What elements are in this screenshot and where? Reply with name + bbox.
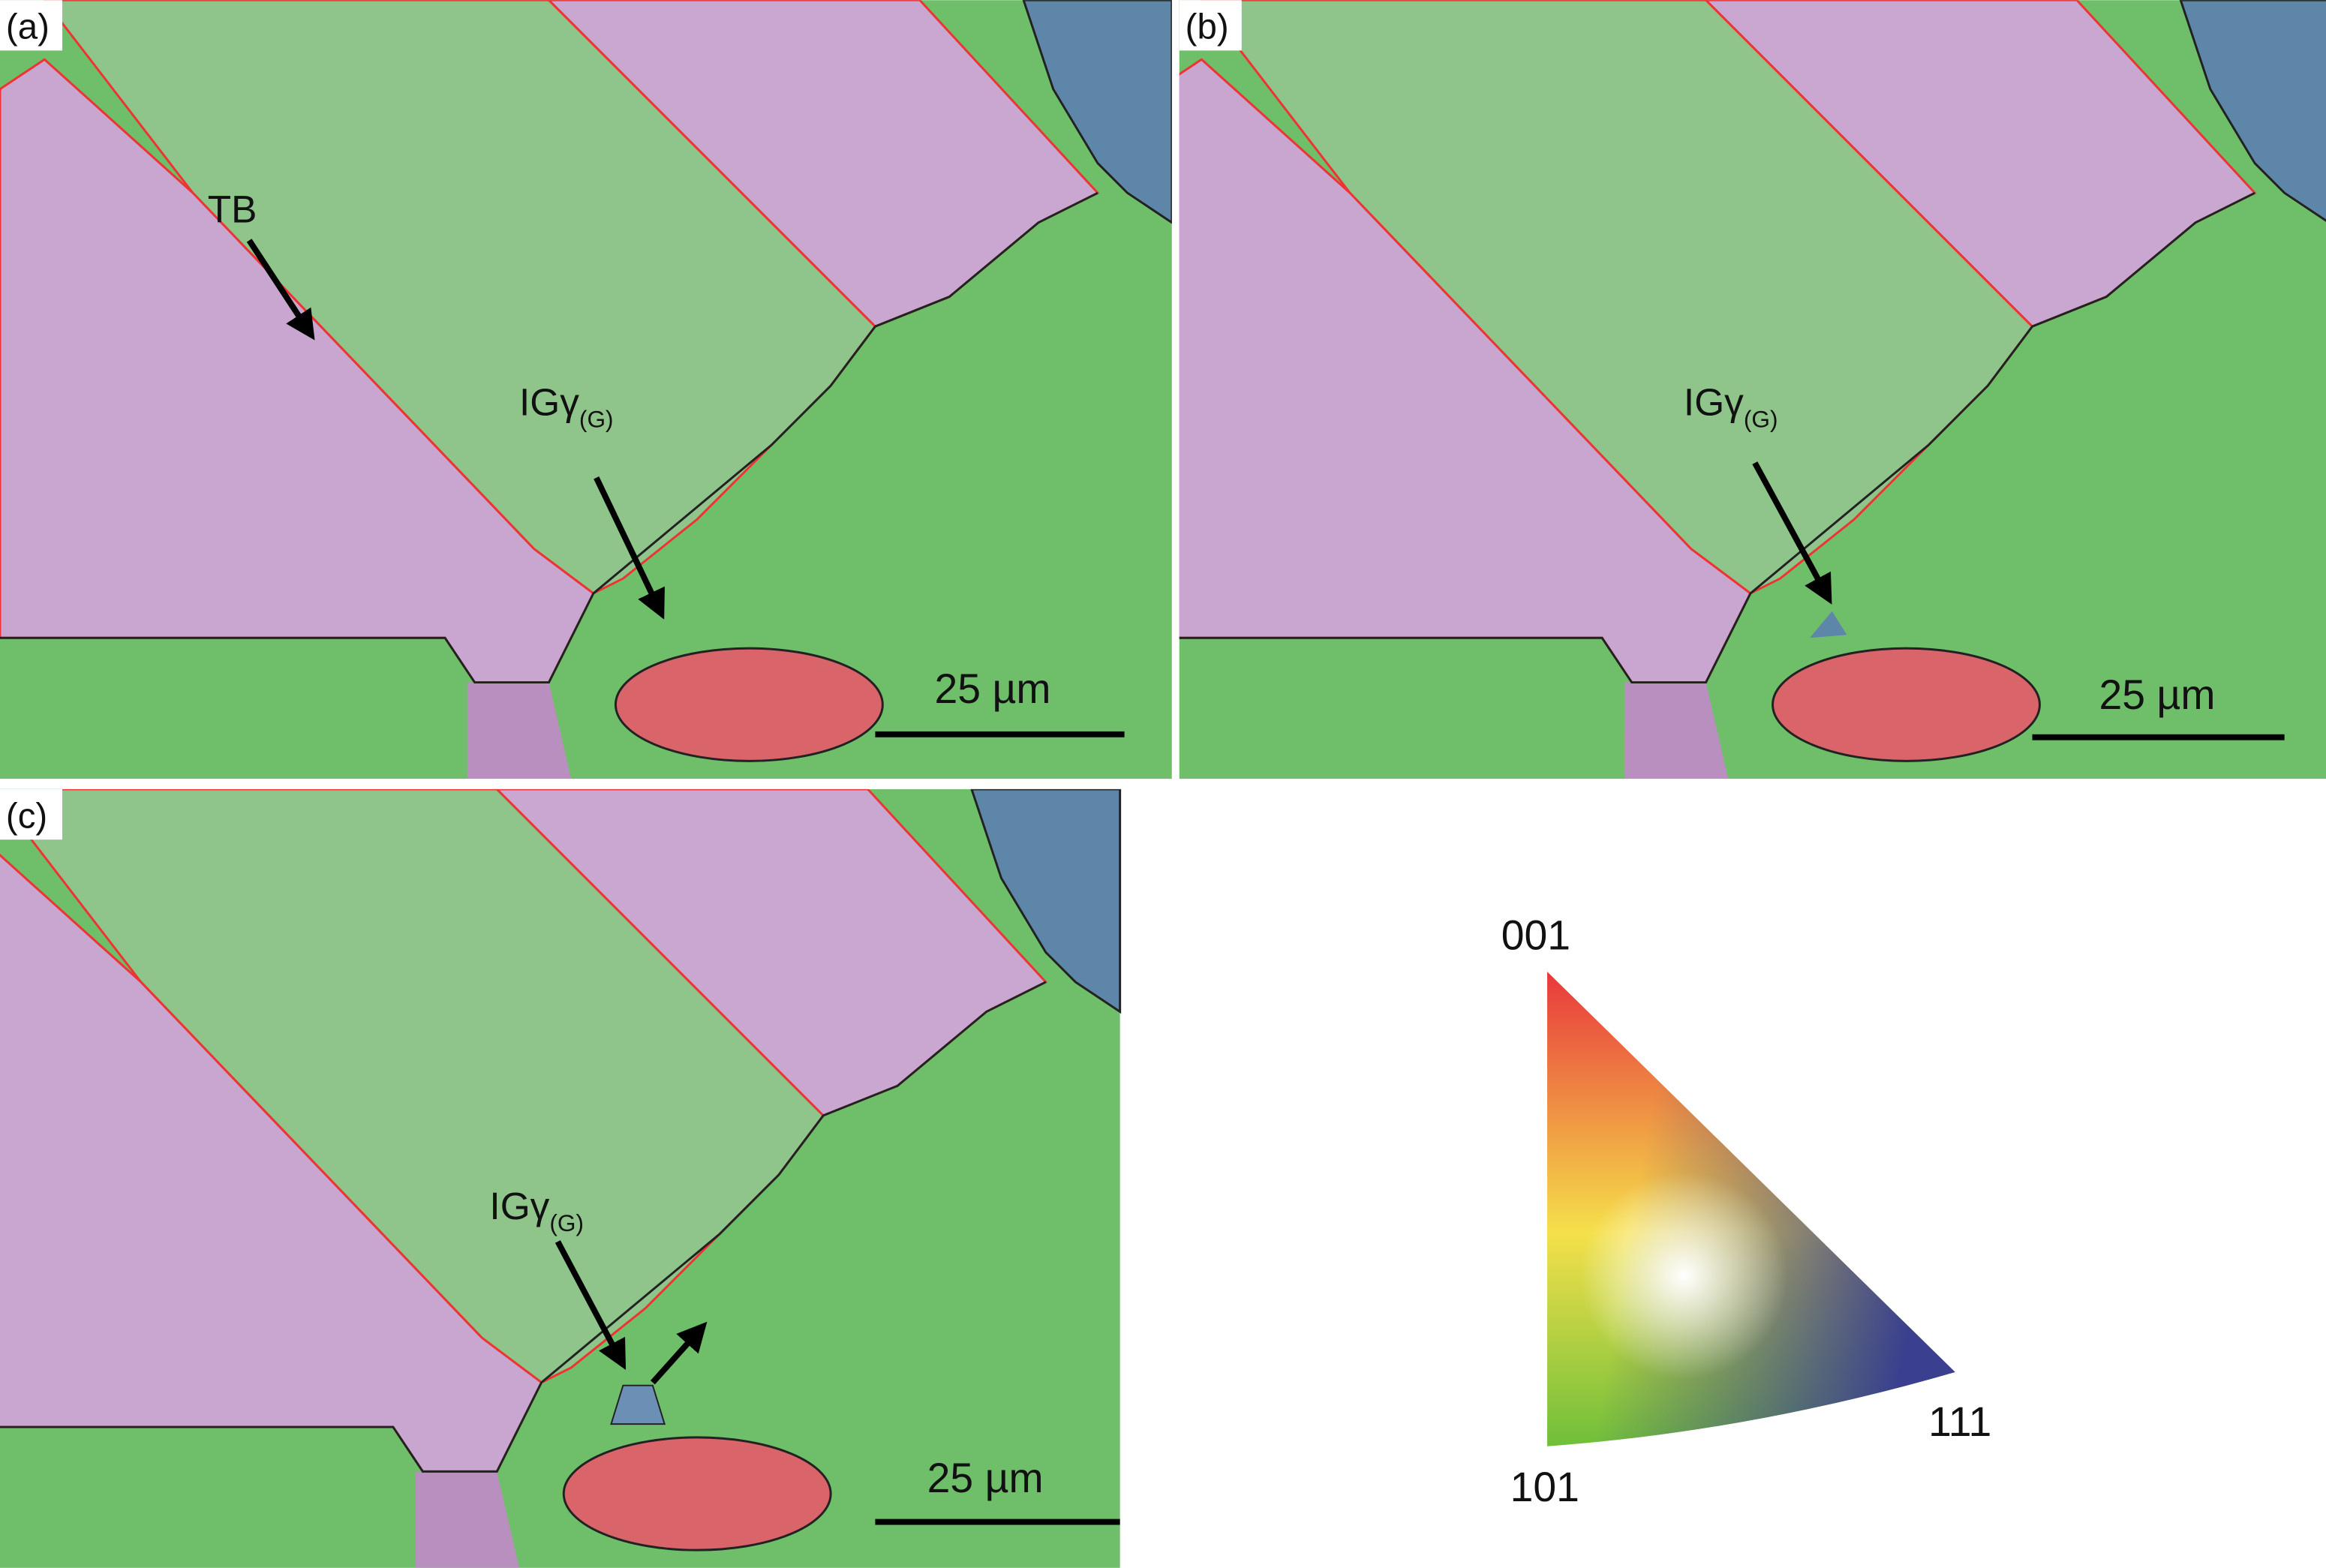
annotation: TB	[208, 188, 257, 231]
scale-bar-label: 25 µm	[935, 665, 1051, 712]
label-box	[0, 0, 63, 51]
panel-label: (b)	[1186, 8, 1229, 47]
panel-a: (a) TB IGγ(G) 25 µm	[0, 0, 1172, 779]
label-box	[1179, 0, 1242, 51]
ipf-legend: 001 101 111	[1501, 912, 1992, 1509]
legend-label: 001	[1501, 912, 1570, 958]
scale-bar-label: 25 µm	[2099, 671, 2216, 718]
annotation: IGγ(G)	[519, 380, 614, 433]
annotation: IGγ(G)	[1684, 380, 1778, 433]
ebsd-map	[0, 0, 1172, 779]
panel-label: (c)	[6, 796, 47, 836]
panel-c: (c) IGγ(G) 25 µm	[0, 789, 1122, 1568]
ebsd-map	[0, 789, 1122, 1568]
panel-label: (a)	[6, 8, 50, 47]
nucleus	[1809, 611, 1847, 638]
scale-bar-label: 25 µm	[927, 1455, 1044, 1501]
arrow	[650, 1321, 708, 1385]
arrow	[1752, 461, 1832, 605]
ipf-white	[1547, 972, 1955, 1446]
annotation: IGγ(G)	[489, 1184, 584, 1236]
legend-label: 101	[1510, 1464, 1579, 1510]
legend-label: 111	[1928, 1398, 1991, 1445]
arrow	[554, 1240, 627, 1370]
arrow	[246, 239, 315, 341]
arrow	[594, 476, 665, 620]
label-box	[0, 789, 63, 840]
panel-b: (b) IGγ(G) 25 µm	[1179, 0, 2326, 779]
nucleus	[610, 1384, 666, 1425]
